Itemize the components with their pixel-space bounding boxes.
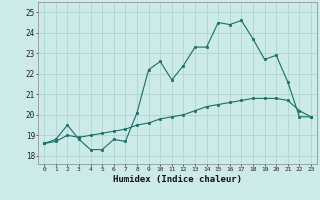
X-axis label: Humidex (Indice chaleur): Humidex (Indice chaleur) [113, 175, 242, 184]
